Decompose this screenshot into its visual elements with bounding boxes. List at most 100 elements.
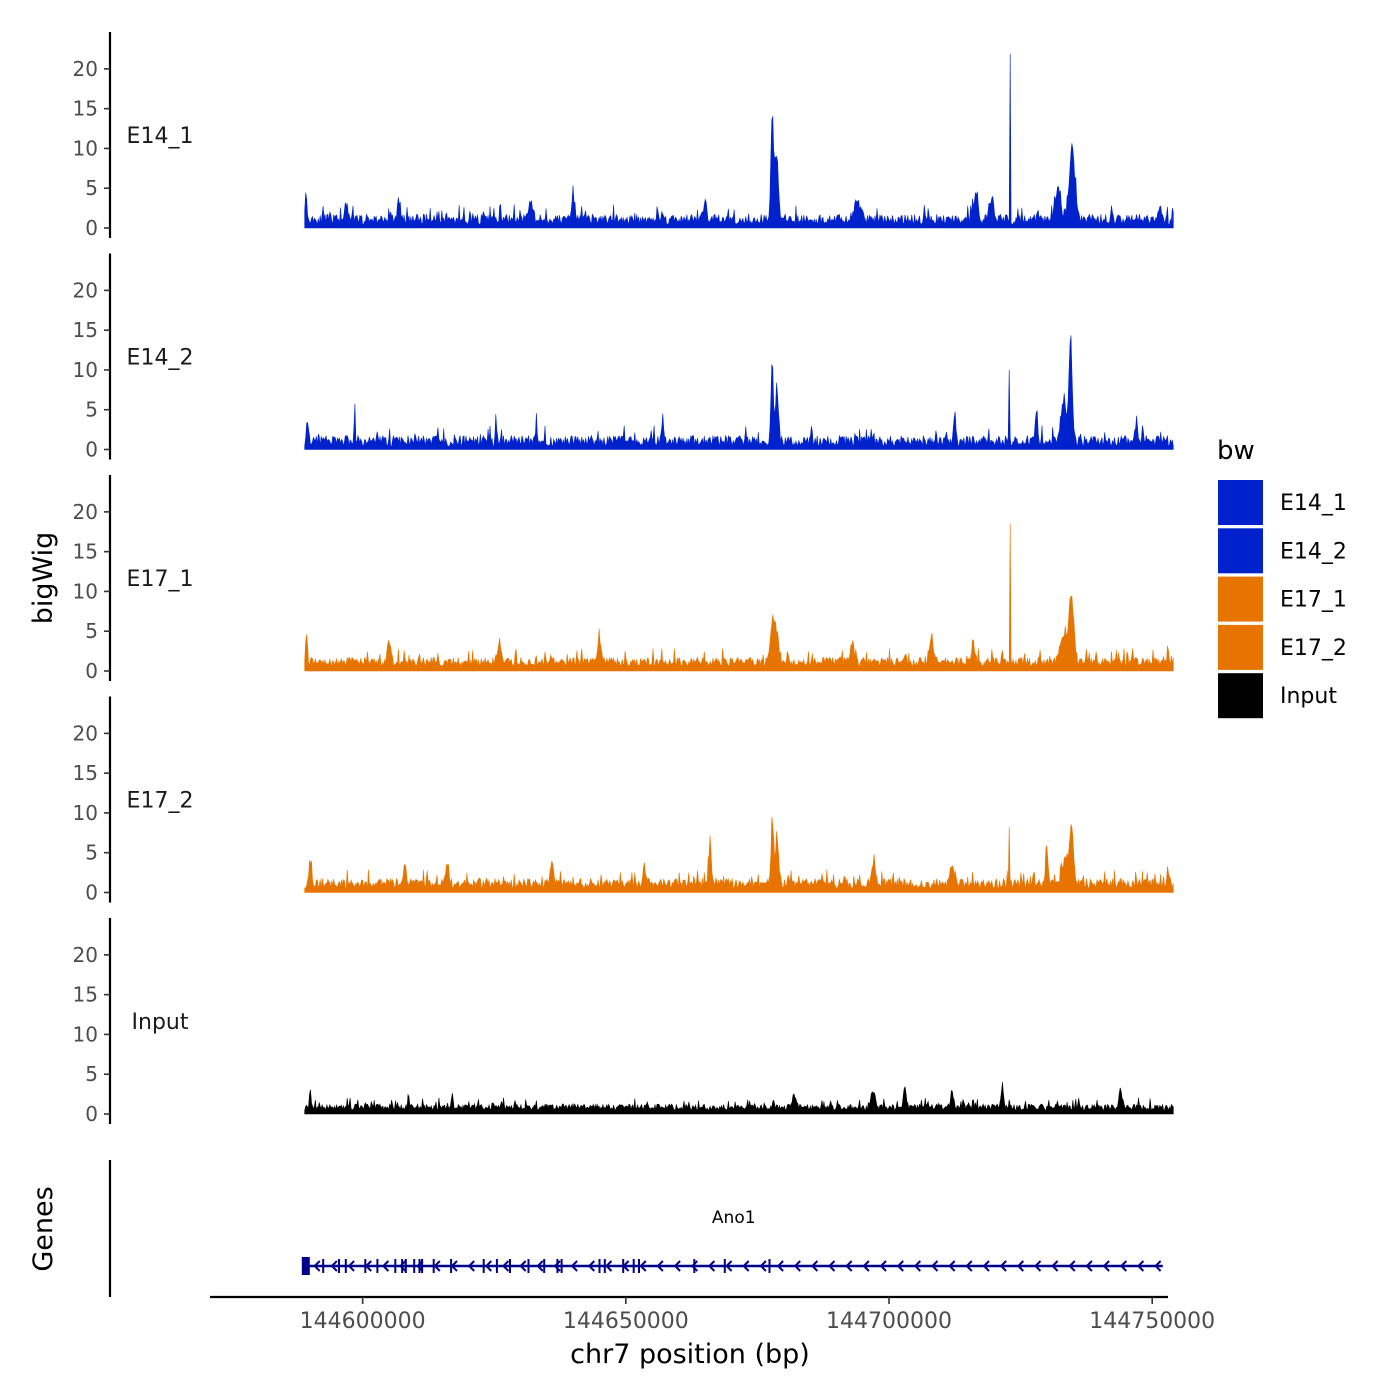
strand-arrow bbox=[1051, 1260, 1059, 1272]
exon bbox=[509, 1259, 511, 1273]
exon bbox=[413, 1259, 416, 1273]
exon bbox=[768, 1259, 771, 1273]
track-e17-1: 0 5 10 15 20 E17_1 bbox=[73, 475, 1174, 683]
legend-label: E14_1 bbox=[1280, 491, 1347, 516]
track-e17-2: 0 5 10 15 20 E17_2 bbox=[73, 696, 1174, 905]
strand-arrow bbox=[519, 1260, 527, 1272]
x-tick-label: 144600000 bbox=[300, 1309, 426, 1334]
y-tick-label: 5 bbox=[85, 176, 98, 200]
signal-area bbox=[304, 53, 1174, 229]
y-tick-label: 20 bbox=[73, 721, 98, 745]
strand-arrow bbox=[776, 1260, 784, 1272]
exon bbox=[543, 1259, 546, 1273]
exon bbox=[450, 1259, 453, 1273]
track-e14-1: 0 5 10 15 20 E14_1 bbox=[73, 32, 1174, 240]
y-tick-label: 0 bbox=[85, 438, 98, 462]
strand-arrow bbox=[759, 1260, 767, 1272]
exon bbox=[301, 1257, 310, 1275]
strand-arrow bbox=[690, 1260, 699, 1272]
exon bbox=[632, 1259, 635, 1273]
track-panels: 05101520E14_105101520E14_205101520E17_10… bbox=[73, 32, 1174, 1126]
y-tick-label: 10 bbox=[73, 1022, 98, 1046]
genes-track: Ano1 bbox=[108, 1160, 1163, 1297]
legend-swatch bbox=[1218, 673, 1263, 719]
strand-arrow bbox=[896, 1260, 904, 1272]
track-e14-2: 0 5 10 15 20 E14_2 bbox=[73, 253, 1174, 462]
y-tick-label: 10 bbox=[73, 579, 98, 603]
y-tick-label: 15 bbox=[73, 540, 98, 564]
y-tick-label: 0 bbox=[85, 216, 98, 240]
strand-arrow bbox=[707, 1260, 716, 1272]
signal-area bbox=[304, 1082, 1174, 1115]
signal-area bbox=[304, 335, 1174, 450]
legend-swatch bbox=[1218, 576, 1263, 622]
x-tick-label: 144650000 bbox=[563, 1309, 689, 1334]
strand-arrow bbox=[931, 1260, 939, 1272]
legend: bw E14_1 E14_2 E17_1 E17_2 Input bbox=[1217, 436, 1347, 719]
exon bbox=[622, 1259, 625, 1273]
strand-arrow bbox=[673, 1260, 681, 1272]
y-tick-label: 0 bbox=[85, 1102, 98, 1126]
strand-arrow bbox=[828, 1260, 836, 1272]
strand-arrow bbox=[502, 1260, 510, 1272]
y-tick-label: 5 bbox=[85, 1062, 98, 1086]
gene-ano1: Ano1 bbox=[301, 1208, 1163, 1275]
exon bbox=[432, 1259, 435, 1273]
strand-arrow bbox=[1154, 1260, 1162, 1272]
strand-arrow bbox=[467, 1260, 475, 1272]
strand-arrow bbox=[330, 1260, 338, 1272]
exon bbox=[376, 1259, 379, 1273]
strand-arrow bbox=[725, 1260, 733, 1272]
exon bbox=[527, 1259, 530, 1273]
track-label: Input bbox=[132, 1010, 189, 1035]
x-tick-label: 144700000 bbox=[826, 1309, 952, 1334]
strand-arrow bbox=[1068, 1260, 1076, 1272]
y-tick-label: 20 bbox=[73, 500, 98, 524]
y-tick-label: 20 bbox=[73, 57, 98, 81]
strand-arrow bbox=[913, 1260, 922, 1272]
x-tick-label: 144750000 bbox=[1089, 1309, 1215, 1334]
strand-arrow bbox=[1136, 1260, 1145, 1272]
y-tick-label: 10 bbox=[73, 358, 98, 382]
legend-label: Input bbox=[1280, 684, 1337, 709]
track-label: E14_1 bbox=[127, 124, 194, 149]
legend-swatch bbox=[1218, 480, 1263, 525]
y-tick-label: 0 bbox=[85, 881, 98, 905]
strand-arrow bbox=[416, 1260, 424, 1272]
strand-arrow bbox=[845, 1260, 853, 1272]
strand-arrow bbox=[1102, 1260, 1110, 1272]
strand-arrow bbox=[313, 1260, 321, 1272]
strand-arrow bbox=[381, 1260, 390, 1272]
y-tick-label: 15 bbox=[73, 761, 98, 785]
x-axis-label: chr7 position (bp) bbox=[570, 1339, 810, 1370]
exon bbox=[482, 1259, 485, 1273]
y-tick-label: 5 bbox=[85, 841, 98, 865]
exon bbox=[560, 1259, 563, 1273]
legend-label: E14_2 bbox=[1280, 539, 1347, 564]
strand-arrow bbox=[948, 1260, 956, 1272]
track-label: E17_2 bbox=[127, 789, 194, 814]
strand-arrow bbox=[982, 1260, 990, 1272]
y-tick-label: 20 bbox=[73, 943, 98, 967]
exon bbox=[598, 1259, 601, 1273]
exon bbox=[418, 1259, 421, 1273]
exon bbox=[495, 1259, 498, 1273]
exon bbox=[556, 1259, 559, 1273]
strand-arrow bbox=[347, 1260, 355, 1272]
strand-arrow bbox=[536, 1260, 544, 1272]
y-tick-label: 15 bbox=[73, 983, 98, 1007]
strand-arrow bbox=[1016, 1260, 1025, 1272]
exon bbox=[338, 1259, 340, 1273]
y-tick-label: 0 bbox=[85, 659, 98, 683]
exon bbox=[364, 1259, 367, 1273]
exon bbox=[401, 1259, 404, 1273]
strand-arrow bbox=[1085, 1260, 1093, 1272]
y-tick-label: 10 bbox=[73, 136, 98, 160]
strand-arrow bbox=[1119, 1260, 1128, 1272]
strand-arrow bbox=[742, 1260, 750, 1272]
signal-area bbox=[304, 816, 1174, 893]
legend-label: E17_1 bbox=[1280, 588, 1347, 613]
strand-arrow bbox=[587, 1260, 596, 1272]
exon bbox=[322, 1259, 325, 1273]
y-tick-label: 20 bbox=[73, 278, 98, 302]
